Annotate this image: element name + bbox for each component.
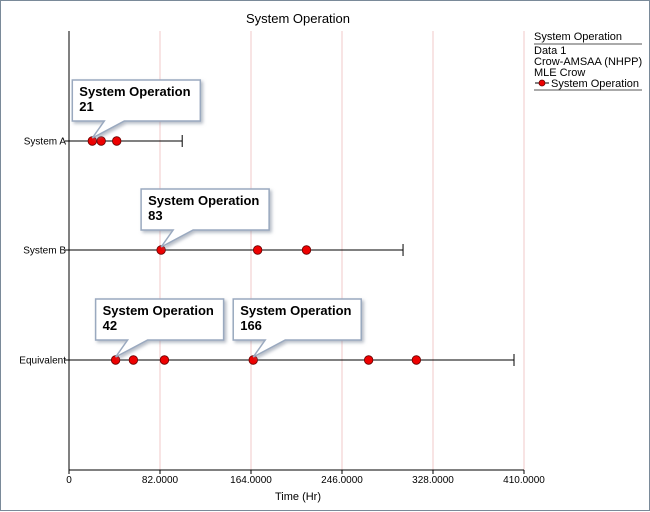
- x-tick-label: 410.0000: [503, 475, 545, 486]
- x-tick-label: 164.0000: [230, 475, 272, 486]
- x-tick-label: 82.0000: [142, 475, 179, 486]
- callout-label: System Operation: [240, 303, 351, 318]
- event-marker: [411, 355, 422, 365]
- event-marker: [112, 136, 122, 146]
- x-tick-label: 328.0000: [412, 475, 454, 486]
- event-marker: [301, 245, 312, 255]
- legend-line-2: Crow-AMSAA (NHPP): [534, 56, 642, 68]
- y-tick-label: System A: [24, 137, 67, 148]
- callout-value: 21: [79, 99, 93, 114]
- callout-value: 166: [240, 318, 262, 333]
- callout-label: System Operation: [103, 303, 214, 318]
- x-axis-label: Time (Hr): [275, 491, 321, 503]
- legend: System Operation Data 1 Crow-AMSAA (NHPP…: [534, 31, 642, 91]
- legend-series-label: System Operation: [551, 78, 639, 90]
- callout-box: [232, 298, 362, 358]
- chart-title: System Operation: [246, 11, 350, 26]
- y-tick-label: Equivalent: [19, 356, 66, 367]
- event-marker: [252, 245, 263, 255]
- event-marker: [128, 355, 139, 365]
- legend-line-3: MLE Crow: [534, 67, 585, 79]
- event-marker: [159, 355, 170, 365]
- callout-value: 42: [103, 318, 117, 333]
- event-marker: [363, 355, 374, 365]
- legend-line-1: Data 1: [534, 45, 566, 57]
- callout-box: [94, 298, 225, 358]
- callout-box: [140, 188, 270, 248]
- x-tick-label: 246.0000: [321, 475, 363, 486]
- legend-series-marker-icon: [538, 79, 546, 87]
- x-tick-label: 0: [66, 475, 72, 486]
- series-layer: [69, 135, 515, 366]
- callout-label: System Operation: [148, 193, 259, 208]
- callout-label: System Operation: [79, 84, 190, 99]
- callout-value: 83: [148, 208, 162, 223]
- legend-title: System Operation: [534, 31, 622, 43]
- callout-box: [71, 79, 202, 139]
- event-marker: [96, 136, 106, 146]
- y-tick-label: System B: [23, 246, 66, 257]
